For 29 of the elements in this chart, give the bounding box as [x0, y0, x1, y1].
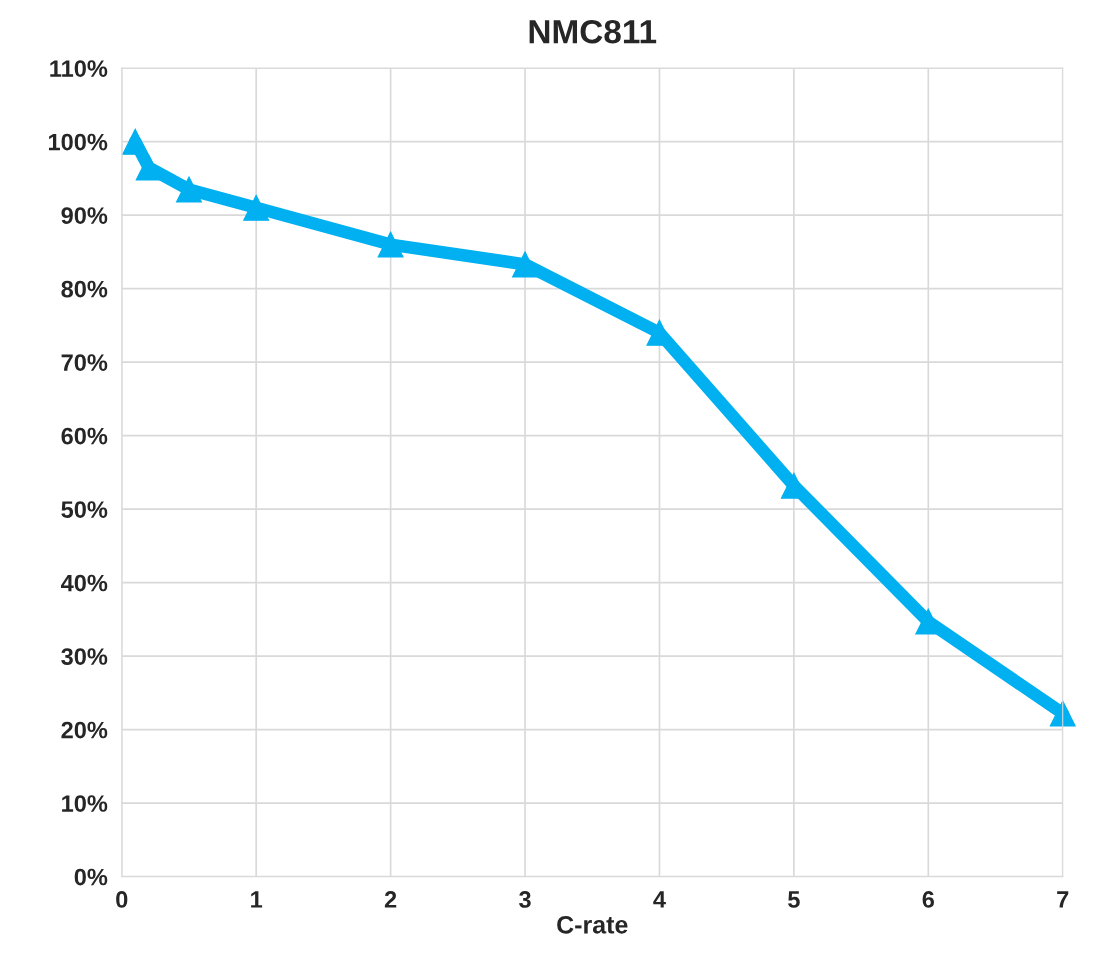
x-tick-label: 5 — [788, 891, 800, 908]
y-tick-label: 50% — [61, 501, 108, 518]
y-tick-label: 30% — [61, 648, 108, 665]
x-tick-label: 1 — [251, 891, 263, 908]
point — [243, 194, 270, 221]
y-tick-label: 40% — [60, 574, 108, 592]
y-tick-label: 100% — [48, 133, 108, 151]
chart-title: NMC811 — [529, 19, 657, 44]
point — [175, 176, 202, 203]
y-tick-label: 90% — [61, 207, 108, 224]
x-axis-title: C-rate — [557, 915, 628, 934]
x-tick-label: 3 — [519, 891, 531, 908]
point — [512, 251, 539, 278]
point — [1049, 700, 1076, 727]
y-tick-label: 20% — [61, 721, 108, 739]
point — [135, 154, 162, 181]
y-tick-label: 10% — [62, 795, 108, 812]
x-tick-label: 7 — [1057, 891, 1069, 908]
x-tick-label: 4 — [653, 891, 666, 908]
y-tick-label: 80% — [61, 280, 108, 298]
y-tick-label: 110% — [50, 60, 108, 77]
x-tick-label: 2 — [384, 891, 397, 908]
x-tick-label: 0 — [116, 891, 128, 908]
point — [377, 231, 404, 258]
point — [122, 128, 149, 155]
x-tick-label: 6 — [922, 891, 935, 908]
y-tick-label: 60% — [61, 427, 108, 445]
y-tick-label: 0% — [74, 868, 108, 886]
y-tick-label: 70% — [61, 354, 108, 371]
